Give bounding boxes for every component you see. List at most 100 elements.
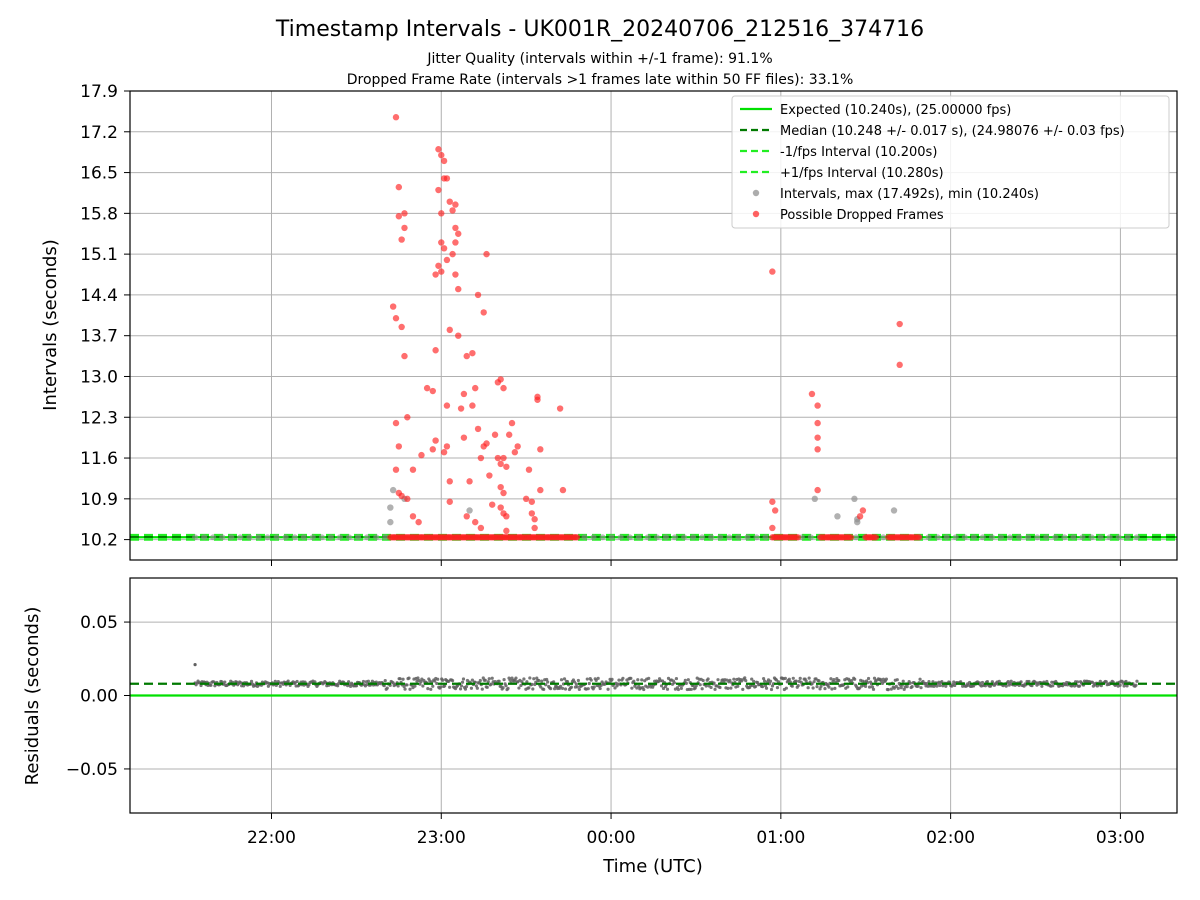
residual-point <box>1122 684 1126 688</box>
dropped-point-61 <box>472 384 479 392</box>
intervals-y-tick-label-0: 10.2 <box>80 531 118 551</box>
residual-point <box>811 686 815 690</box>
residual-point <box>817 679 821 683</box>
interval-baseline-point <box>744 534 751 541</box>
interval-baseline-point <box>735 534 742 541</box>
intervals-y-tick-label-2: 11.6 <box>80 449 118 469</box>
residual-point <box>532 677 536 681</box>
residual-point <box>642 687 646 692</box>
residual-point <box>830 687 834 691</box>
dropped-point-8 <box>401 224 408 232</box>
residual-point <box>273 679 277 683</box>
interval-baseline-point <box>282 534 289 541</box>
dropped-point-77 <box>500 454 507 462</box>
residual-point <box>790 684 794 688</box>
residual-point <box>741 687 745 691</box>
residual-point <box>461 677 466 681</box>
interval-baseline-point <box>961 534 968 541</box>
residuals-x-ticks: 22:00 23:00 00:00 01:00 02:00 03:00 <box>247 813 1145 848</box>
interval-baseline-point <box>291 534 298 541</box>
residual-point <box>775 685 780 690</box>
residual-point <box>704 684 708 688</box>
residual-point <box>545 677 549 682</box>
residual-point <box>361 679 366 684</box>
dropped-point-3 <box>398 323 405 331</box>
residual-point <box>574 682 578 686</box>
interval-baseline-point <box>346 534 353 541</box>
residual-point <box>385 686 389 690</box>
dropped-point-64 <box>477 454 485 462</box>
interval-baseline-point <box>807 534 814 541</box>
dropped-point-97 <box>537 486 544 494</box>
residual-point <box>931 680 935 684</box>
interval-baseline-point <box>1124 534 1131 541</box>
interval-point-6 <box>834 513 841 520</box>
dropped-point-62 <box>474 425 482 433</box>
dropped-point-2 <box>392 315 400 322</box>
legend-plus-fps: +1/fps Interval (10.280s) <box>780 166 944 181</box>
dropped-point-35 <box>443 256 451 264</box>
residual-point <box>508 678 512 682</box>
residual-point <box>589 678 593 682</box>
interval-baseline-point <box>717 534 724 541</box>
residual-point <box>470 678 474 682</box>
residual-point <box>606 687 610 691</box>
residual-point <box>713 687 717 691</box>
legend-expected: Expected (10.240s), (25.00000 fps) <box>780 103 1011 118</box>
interval-baseline-point <box>1043 534 1050 541</box>
dropped-baseline-point <box>872 534 880 541</box>
residual-point <box>796 683 800 688</box>
residual-point <box>436 677 440 681</box>
residual-point <box>560 686 565 690</box>
dropped-point-19 <box>415 518 422 526</box>
interval-baseline-point <box>201 534 208 541</box>
intervals-y-tick-label-8: 15.8 <box>80 204 118 224</box>
residual-point <box>502 677 506 682</box>
dropped-point-63 <box>474 291 482 299</box>
interval-baseline-point <box>644 534 651 541</box>
interval-baseline-point <box>318 534 325 541</box>
legend-intervals: Intervals, max (17.492s), min (10.240s) <box>780 187 1039 202</box>
dropped-point-69 <box>486 472 493 479</box>
residual-point <box>346 680 351 684</box>
residual-point <box>829 677 833 681</box>
residual-point <box>407 676 411 680</box>
residual-point <box>478 678 482 683</box>
dropped-point-38 <box>438 268 445 275</box>
intervals-y-tick-label-3: 12.3 <box>80 408 118 428</box>
residual-point <box>530 682 534 687</box>
residual-point <box>1098 679 1102 684</box>
residual-point <box>807 676 811 680</box>
interval-point-4 <box>466 507 473 514</box>
residual-point <box>542 687 546 691</box>
residual-point <box>676 687 681 692</box>
residuals-y-axis-label: Residuals (seconds) <box>22 607 43 786</box>
residual-point <box>522 677 526 681</box>
dropped-point-100 <box>466 478 473 485</box>
residual-point <box>918 677 922 681</box>
dropped-point-46 <box>452 271 459 278</box>
dropped-point-14 <box>404 414 411 421</box>
residual-point <box>944 684 948 688</box>
dropped-point-49 <box>455 332 462 339</box>
residual-point <box>833 686 837 690</box>
residual-point <box>866 676 871 681</box>
interval-baseline-point <box>1079 534 1086 541</box>
residual-point <box>700 687 704 691</box>
dropped-point-95 <box>534 396 541 403</box>
dropped-point-7 <box>401 210 408 217</box>
legend-minus-fps: -1/fps Interval (10.200s) <box>780 145 937 160</box>
interval-point-10 <box>890 507 898 514</box>
interval-baseline-point <box>970 534 977 541</box>
residual-point <box>450 679 455 683</box>
residual-point <box>598 686 602 691</box>
residual-point <box>486 680 490 684</box>
residual-point <box>431 684 435 688</box>
residual-point <box>278 684 282 688</box>
residual-point <box>701 678 705 683</box>
residual-point <box>439 685 443 689</box>
residual-point <box>632 679 636 683</box>
residual-point <box>672 681 677 685</box>
interval-baseline-point <box>925 534 932 541</box>
interval-baseline-point <box>635 534 642 541</box>
